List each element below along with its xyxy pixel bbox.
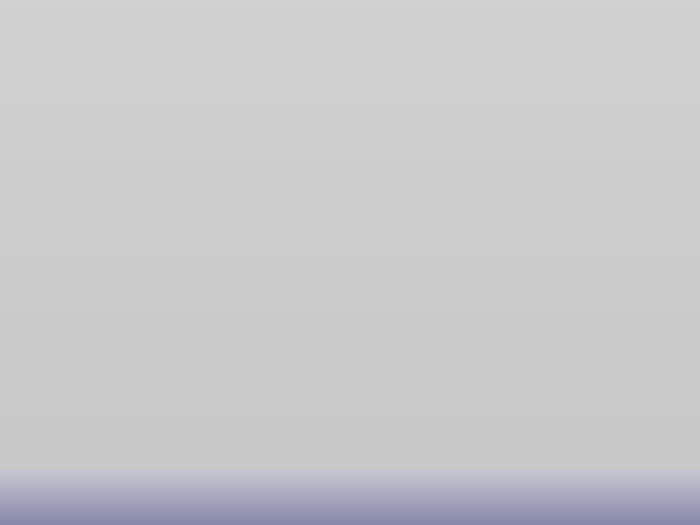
Bar <box>313 248 366 275</box>
Text: Number of
protons: Number of protons <box>375 160 442 182</box>
Bar <box>378 205 439 233</box>
Bar <box>173 198 615 240</box>
Bar <box>247 248 300 275</box>
Text: Atomic
number: Atomic number <box>250 160 298 182</box>
Text: Be sure to answer all parts.: Be sure to answer all parts. <box>102 109 295 122</box>
Bar <box>187 253 238 270</box>
Bar <box>524 205 608 233</box>
Text: Next ›: Next › <box>466 448 500 458</box>
Text: 71: 71 <box>400 256 416 266</box>
Text: v: v <box>230 257 235 266</box>
Text: Number of
neutrons: Number of neutrons <box>448 160 514 182</box>
Bar <box>451 205 512 233</box>
Text: ⬛: ⬛ <box>429 448 435 458</box>
Text: b.: b. <box>176 256 189 266</box>
Text: 106: 106 <box>470 256 493 266</box>
Text: Mass
number: Mass number <box>315 160 363 182</box>
Bar <box>247 205 300 233</box>
Bar <box>524 248 608 275</box>
Text: (select): (select) <box>189 257 223 266</box>
Text: a. Copper–64: a. Copper–64 <box>177 214 259 224</box>
Text: Isotope
symbol: Isotope symbol <box>543 160 589 182</box>
Bar <box>173 144 615 198</box>
Text: Complete the table of isotopes, each of which has found use in medicine.: Complete the table of isotopes, each of … <box>102 123 617 136</box>
Text: ‹ Prev: ‹ Prev <box>304 448 336 458</box>
Text: 17 of 30: 17 of 30 <box>367 448 413 458</box>
Bar <box>173 240 615 282</box>
Bar <box>313 205 366 233</box>
